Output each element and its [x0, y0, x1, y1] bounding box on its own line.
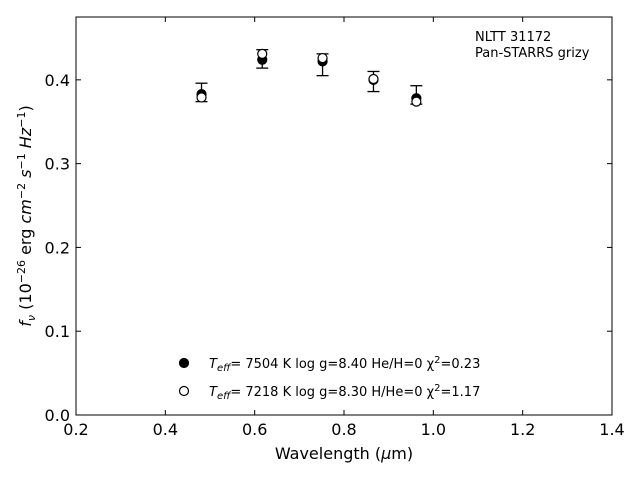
open-circle-point [368, 73, 379, 85]
annotation-line1: NLTT 31172 [475, 30, 551, 45]
legend-marker [178, 385, 190, 397]
y-tick-label: 0.3 [45, 155, 70, 174]
legend-entry-text: Teff= 7218 K log g=8.30 H/He=0 χ2=1.17 [209, 383, 480, 402]
open-circle-point [411, 96, 422, 107]
y-tick-label: 0.2 [45, 238, 70, 257]
plot-frame [75, 16, 613, 416]
annotation-line2: Pan-STARRS grizy [475, 46, 590, 61]
legend-marker [178, 357, 190, 369]
open-circle-point [317, 52, 328, 64]
x-tick-label: 0.2 [63, 420, 88, 439]
legend: Teff= 7504 K log g=8.40 He/H=0 χ2=0.23 Te… [178, 355, 480, 402]
x-tick-label: 0.4 [153, 420, 178, 439]
x-tick-label: 1.4 [599, 420, 624, 439]
y-tick-label: 0.1 [45, 322, 70, 341]
y-tick-label: 0.0 [45, 406, 70, 425]
model-markers [196, 48, 422, 107]
x-tick-label: 0.6 [242, 420, 267, 439]
y-axis: 0.0 0.1 0.2 0.3 0.4 [45, 71, 612, 425]
y-axis-label: fν (10−26 erg cm−2 s−1 Hz−1) [15, 105, 38, 326]
legend-entry-text: Teff= 7504 K log g=8.40 He/H=0 χ2=0.23 [209, 355, 480, 374]
open-circle-point [196, 92, 207, 103]
observed-error-bars [195, 49, 423, 105]
x-axis: 0.2 0.4 0.6 0.8 1.0 1.2 1.4 [63, 17, 625, 439]
x-tick-label: 0.8 [331, 420, 356, 439]
y-tick-label: 0.4 [45, 71, 70, 90]
x-tick-label: 1.0 [421, 420, 446, 439]
x-tick-label: 1.2 [510, 420, 535, 439]
open-circle-point [257, 48, 268, 59]
x-axis-label: Wavelength (μm) [275, 444, 413, 463]
